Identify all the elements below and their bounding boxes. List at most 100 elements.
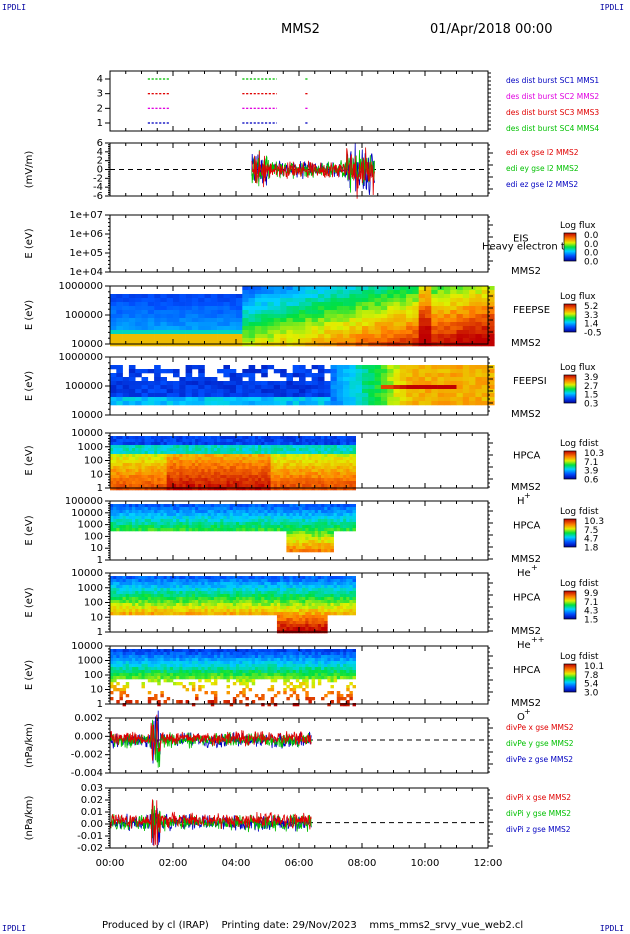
heatmap-cell — [481, 338, 489, 343]
heatmap-cell — [311, 507, 316, 511]
heatmap-cell — [132, 594, 136, 598]
heatmap-cell — [236, 463, 240, 467]
heatmap-cell — [163, 481, 167, 485]
heatmap-cell — [113, 466, 117, 470]
heatmap-cell — [317, 338, 325, 343]
heatmap-cell — [488, 338, 495, 343]
heatmap-cell — [128, 389, 136, 394]
heatmap-cell — [317, 484, 322, 488]
heatmap-cell — [220, 582, 224, 586]
heatmap-cell — [374, 393, 382, 398]
heatmap-cell — [179, 338, 186, 343]
heatmap-cell — [317, 389, 325, 394]
heatmap-cell — [163, 466, 167, 470]
heatmap-cell — [302, 522, 306, 526]
y-tick-label: 6 — [97, 138, 103, 149]
heatmap-cell — [157, 525, 161, 529]
heatmap-cell — [169, 516, 174, 520]
colorbar-title: Log flux — [560, 221, 596, 231]
heatmap-cell — [286, 484, 290, 488]
heatmap-cell — [443, 294, 451, 299]
heatmap-cell — [324, 475, 328, 479]
heatmap-cell — [270, 472, 275, 476]
heatmap-cell — [132, 478, 136, 482]
heatmap-cell — [182, 487, 186, 491]
heatmap-cell — [302, 487, 306, 491]
heatmap-cell — [336, 460, 341, 464]
heatmap-cell — [179, 330, 186, 335]
heatmap-cell — [144, 436, 149, 440]
heatmap-cell — [220, 478, 224, 482]
heatmap-cell — [254, 484, 259, 488]
heatmap-cell — [273, 510, 278, 514]
heatmap-cell — [488, 314, 495, 319]
heatmap-cell — [267, 310, 275, 315]
heatmap-cell — [462, 373, 470, 378]
heatmap-cell — [147, 510, 152, 514]
heatmap-cell — [223, 469, 227, 473]
heatmap-cell — [116, 326, 123, 331]
heatmap-cell — [154, 507, 158, 511]
heatmap-cell — [179, 393, 186, 398]
heatmap-cell — [191, 401, 199, 406]
heatmap-cell — [302, 457, 306, 461]
heatmap-cell — [210, 310, 218, 315]
colorbar-tick-label: 7.1 — [584, 458, 598, 468]
heatmap-cell — [264, 481, 268, 485]
heatmap-cell — [349, 326, 356, 331]
heatmap-cell — [418, 338, 426, 343]
heatmap-cell — [191, 513, 196, 517]
heatmap-cell — [450, 326, 457, 331]
heatmap-cell — [286, 436, 290, 440]
heatmap-cell — [264, 472, 268, 476]
heatmap-cell — [305, 448, 309, 452]
heatmap-cell — [185, 519, 190, 523]
heatmap-cell — [292, 546, 297, 550]
heatmap-cell — [182, 600, 186, 604]
heatmap-cell — [119, 454, 123, 458]
heatmap-cell — [399, 365, 407, 370]
heatmap-cell — [157, 436, 161, 440]
heatmap-cell — [346, 436, 350, 440]
heatmap-cell — [469, 393, 476, 398]
heatmap-cell — [437, 310, 445, 315]
heatmap-cell — [425, 393, 432, 398]
heatmap-cell — [210, 294, 218, 299]
heatmap-cell — [308, 436, 312, 440]
heatmap-cell — [362, 286, 369, 291]
heatmap-cell — [475, 330, 482, 335]
heatmap-cell — [141, 401, 149, 406]
heatmap-cell — [195, 463, 199, 467]
heatmap-cell — [251, 516, 256, 520]
heatmap-cell — [324, 466, 328, 470]
heatmap-cell — [330, 401, 338, 406]
heatmap-cell — [374, 318, 382, 323]
heatmap-cell — [276, 507, 281, 511]
heatmap-cell — [144, 475, 149, 479]
heatmap-cell — [122, 576, 127, 580]
heatmap-cell — [135, 322, 142, 327]
heatmap-cell — [333, 484, 338, 488]
heatmap-cell — [188, 448, 193, 452]
heatmap-cell — [163, 442, 167, 446]
heatmap-cell — [147, 597, 152, 601]
heatmap-cell — [270, 439, 275, 443]
heatmap-cell — [176, 439, 180, 443]
heatmap-cell — [305, 381, 312, 386]
heatmap-cell — [160, 585, 164, 589]
heatmap-cell — [437, 318, 445, 323]
heatmap-cell — [141, 338, 149, 343]
heatmap-cell — [204, 298, 212, 303]
heatmap-cell — [185, 597, 190, 601]
heatmap-cell — [160, 326, 167, 331]
heatmap-cell — [191, 469, 196, 473]
heatmap-cell — [283, 439, 287, 443]
heatmap-cell — [242, 401, 249, 406]
heatmap-cell — [195, 507, 199, 511]
heatmap-cell — [437, 369, 445, 374]
corner-mark-top-left: IPDLI — [2, 3, 27, 12]
heatmap-cell — [380, 393, 388, 398]
heatmap-cell — [336, 445, 341, 449]
heatmap-cell — [138, 519, 142, 523]
